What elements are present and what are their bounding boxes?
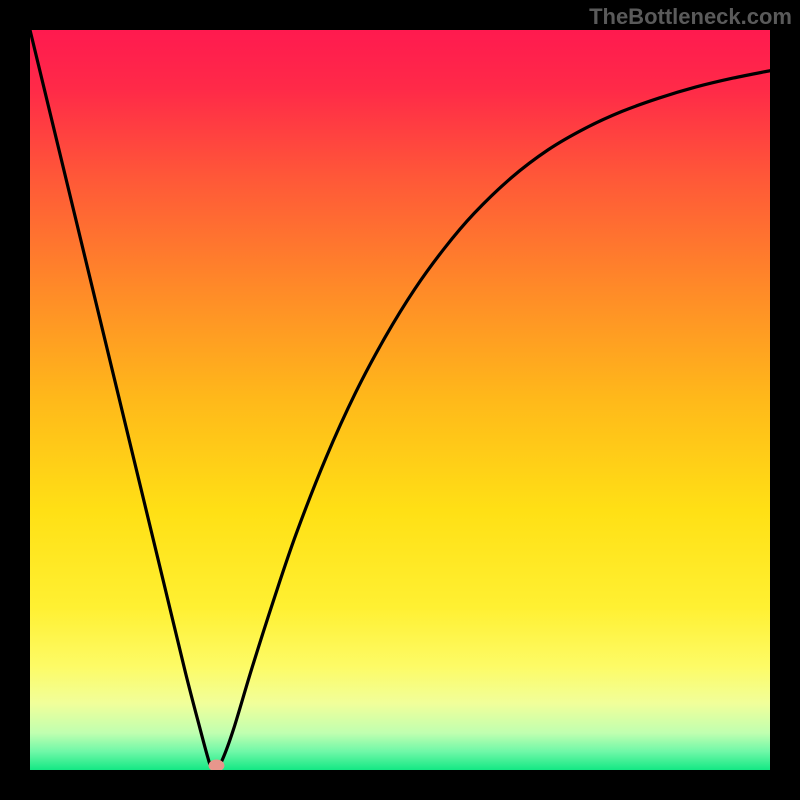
watermark-text: TheBottleneck.com [589,4,792,30]
chart-frame: TheBottleneck.com [0,0,800,800]
plot-area [30,30,770,770]
chart-background [30,30,770,770]
